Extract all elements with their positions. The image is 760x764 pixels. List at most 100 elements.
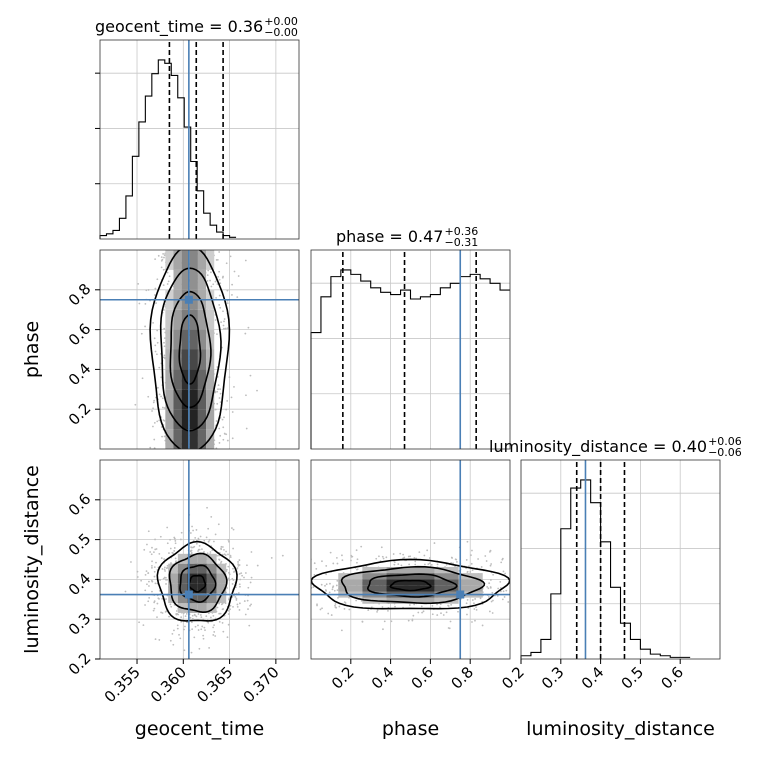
sample-point (189, 616, 192, 619)
sample-point (229, 554, 232, 557)
sample-point (402, 553, 405, 556)
sample-point (160, 376, 163, 379)
sample-point (490, 563, 493, 565)
sample-point (325, 583, 328, 586)
sample-point (361, 620, 364, 623)
sample-point (249, 573, 251, 575)
sample-point (153, 337, 156, 340)
sample-point (166, 566, 169, 569)
sample-point (466, 570, 469, 573)
sample-point (154, 538, 156, 541)
density-cell (187, 603, 198, 613)
density-cell (386, 566, 411, 574)
sample-point (163, 354, 166, 357)
sample-point (428, 557, 431, 559)
sample-point (360, 600, 363, 602)
sample-point (136, 570, 139, 573)
density-cell (189, 329, 198, 350)
sample-point (144, 589, 147, 592)
sample-point (138, 621, 141, 624)
sample-point (334, 604, 336, 607)
panel-content (249, 460, 531, 659)
density-cell (386, 597, 411, 604)
sample-point (431, 604, 434, 607)
sample-point (224, 432, 226, 435)
density-cell (173, 329, 182, 350)
density-cell (216, 563, 227, 574)
panel-content (100, 460, 299, 659)
sample-point (334, 603, 337, 605)
sample-point (304, 576, 306, 578)
sample-point (180, 616, 183, 619)
sample-point (412, 614, 415, 617)
sample-point (140, 332, 143, 335)
sample-point (207, 527, 210, 530)
sample-point (233, 385, 235, 388)
sample-point (219, 401, 222, 404)
sample-point (470, 562, 473, 565)
sample-point (218, 602, 220, 605)
sample-point (237, 564, 240, 567)
sample-point (445, 563, 448, 566)
sample-point (211, 549, 214, 552)
x-tick-label: 0.355 (101, 663, 144, 706)
sample-point (218, 294, 221, 297)
sample-point (223, 320, 225, 323)
density-cell (173, 250, 182, 270)
sample-point (163, 327, 166, 330)
sample-point (190, 621, 193, 624)
sample-point (237, 561, 239, 563)
density-cell (181, 329, 190, 350)
sample-point (166, 526, 169, 529)
density-cell (206, 563, 217, 574)
sample-point (381, 555, 384, 558)
sample-point (333, 589, 336, 592)
sample-point (154, 287, 157, 290)
title-plus: +0.00 (264, 15, 298, 28)
sample-point (489, 579, 492, 581)
sample-point (227, 613, 230, 615)
density-cell (410, 566, 435, 574)
sample-point (176, 624, 179, 627)
sample-point (226, 439, 229, 442)
sample-point (158, 393, 161, 396)
sample-point (216, 390, 219, 393)
sample-point (226, 587, 229, 589)
hist-panel-geocent-time (99, 39, 300, 240)
sample-point (160, 256, 163, 259)
sample-point (154, 258, 157, 261)
sample-point (222, 438, 225, 441)
sample-point (392, 553, 395, 555)
sample-point (529, 605, 531, 607)
density-cell (189, 349, 198, 370)
sample-point (336, 562, 339, 565)
sample-point (497, 587, 500, 590)
density-cell (338, 579, 363, 586)
sample-point (174, 557, 177, 560)
sample-point (523, 596, 525, 598)
sample-point (163, 345, 166, 348)
sample-point (169, 603, 172, 606)
sample-point (503, 596, 506, 598)
hist-panel-luminosity-distance (520, 459, 721, 660)
sample-point (216, 283, 219, 286)
sample-point (163, 341, 165, 344)
density-cell (206, 583, 217, 594)
sample-point (212, 634, 215, 636)
sample-point (466, 540, 469, 543)
sample-point (233, 571, 235, 573)
sample-point (218, 558, 220, 561)
density-cell (197, 553, 207, 564)
sample-point (408, 563, 411, 566)
sample-point (151, 546, 153, 549)
sample-point (138, 302, 141, 305)
sample-point (246, 599, 249, 602)
sample-point (224, 554, 227, 556)
sample-point (162, 577, 165, 580)
sample-point (223, 318, 226, 320)
density-cell (206, 369, 215, 390)
sample-point (457, 610, 459, 613)
sample-point (142, 624, 145, 627)
sample-point (153, 421, 156, 424)
sample-point (465, 559, 468, 561)
